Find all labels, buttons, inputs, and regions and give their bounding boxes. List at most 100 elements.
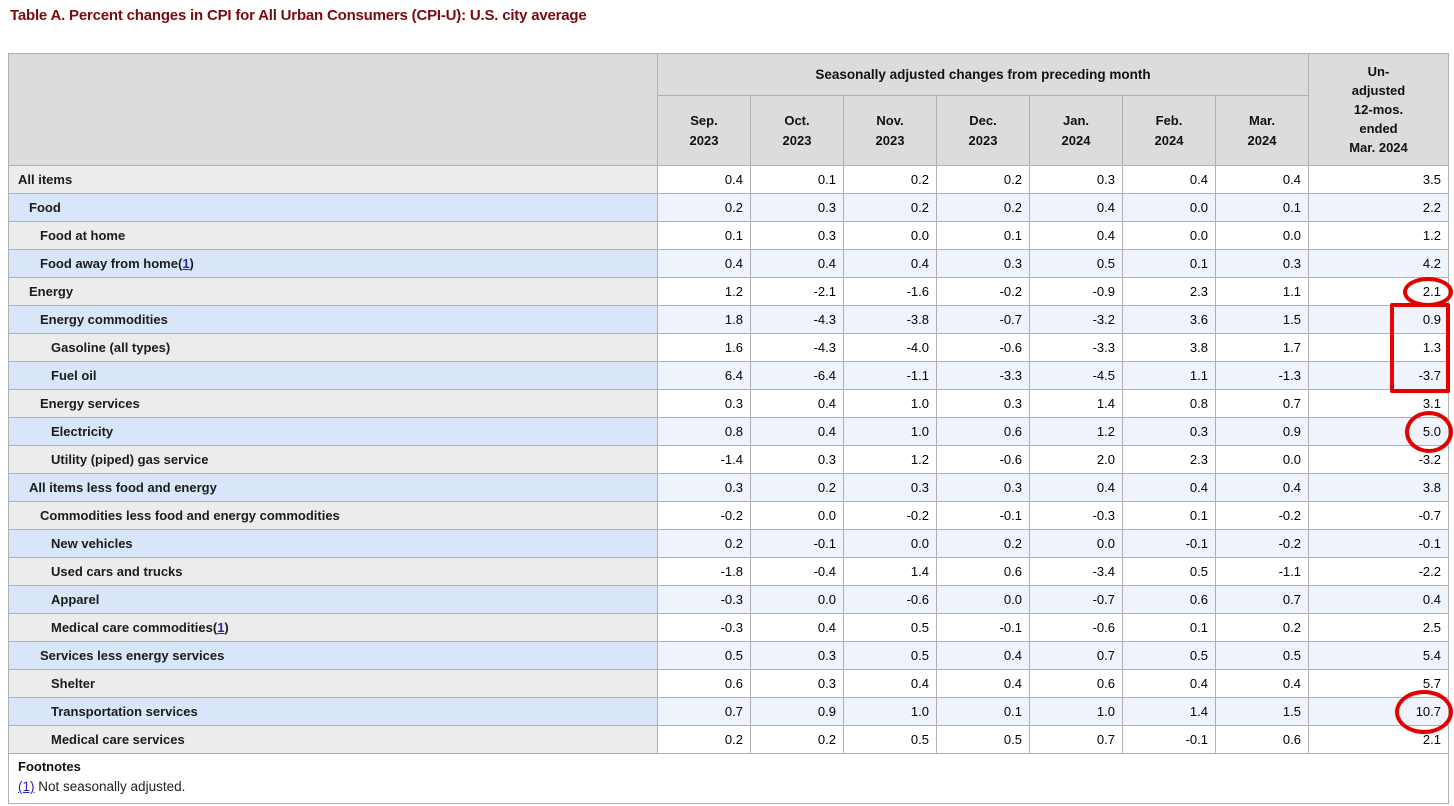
value-cell-12mos: 5.0 (1308, 417, 1449, 446)
value-cell: -1.1 (1215, 557, 1309, 586)
value-cell: 0.3 (936, 249, 1030, 278)
row-label-cell: Food at home (8, 221, 658, 250)
footnote-ref-link[interactable]: 1 (217, 620, 225, 635)
value-cell: -3.4 (1029, 557, 1123, 586)
value-cell-12mos: 4.2 (1308, 249, 1449, 278)
value-cell: 0.0 (1215, 445, 1309, 474)
value-cell: 0.1 (1215, 193, 1309, 222)
row-label: Commodities less food and energy commodi… (40, 508, 340, 523)
row-label: Fuel oil (51, 368, 97, 383)
value-cell: 3.8 (1122, 333, 1216, 362)
value-cell: 0.0 (843, 221, 937, 250)
value-cell: 0.7 (1029, 641, 1123, 670)
row-label: Services less energy services (40, 648, 225, 663)
value-cell: 0.4 (843, 249, 937, 278)
value-cell: 0.1 (657, 221, 751, 250)
value-cell: 0.2 (750, 725, 844, 754)
value-cell: 1.1 (1122, 361, 1216, 390)
value-cell: -0.2 (657, 501, 751, 530)
footnotes-heading: Footnotes (18, 759, 81, 774)
value-cell: -3.8 (843, 305, 937, 334)
value-cell: -0.6 (843, 585, 937, 614)
table-row: Commodities less food and energy commodi… (8, 501, 1449, 530)
value-cell: -0.7 (936, 305, 1030, 334)
value-cell: 0.0 (1029, 529, 1123, 558)
value-cell: 0.4 (750, 613, 844, 642)
table-row: Energy services 0.3 0.4 1.0 0.3 1.4 0.8 0.7 3.1 (8, 389, 1449, 418)
value-cell: 0.0 (750, 585, 844, 614)
value-cell: 0.2 (750, 473, 844, 502)
value-cell: 0.3 (750, 221, 844, 250)
value-cell: -1.3 (1215, 361, 1309, 390)
row-label: Food away from home (40, 256, 178, 271)
value-cell: 0.2 (657, 193, 751, 222)
value-cell-12mos: 1.2 (1308, 221, 1449, 250)
value-cell: 0.7 (657, 697, 751, 726)
value-cell-12mos: 3.1 (1308, 389, 1449, 418)
table-row: Apparel -0.3 0.0 -0.6 0.0 -0.7 0.6 0.7 0.4 (8, 585, 1449, 614)
footnote-marker-link[interactable]: (1) (18, 779, 35, 794)
row-label-cell: Food (8, 193, 658, 222)
table-row: Services less energy services 0.5 0.3 0.5 0.… (8, 641, 1449, 670)
value-cell: 0.3 (936, 473, 1030, 502)
table-row: Used cars and trucks -1.8 -0.4 1.4 0.6 -3.4 0.… (8, 557, 1449, 586)
value-cell: 1.2 (657, 277, 751, 306)
row-label: Transportation services (51, 704, 198, 719)
value-cell: 0.5 (1122, 557, 1216, 586)
row-label: Shelter (51, 676, 96, 691)
table-row: New vehicles 0.2 -0.1 0.0 0.2 0.0 -0.1 -0.2 -0.1 (8, 529, 1449, 558)
row-label: Food (29, 200, 61, 215)
month-header-line: Nov. (876, 112, 904, 128)
month-header-line: Jan. (1062, 112, 1089, 128)
row-label-cell: Gasoline (all types) (8, 333, 658, 362)
value-cell: 0.4 (1215, 165, 1309, 194)
value-cell: 1.5 (1215, 305, 1309, 334)
header-group-label: Seasonally adjusted changes from precedi… (657, 53, 1309, 96)
row-label-cell: All items (8, 165, 658, 194)
table-row: Medical care commodities(1) -0.3 0.4 0.5 -0.… (8, 613, 1449, 642)
value-cell: 0.2 (843, 165, 937, 194)
value-cell: 0.2 (936, 193, 1030, 222)
header-unadjusted-line: adjusted (1351, 83, 1406, 98)
page-title: Table A. Percent changes in CPI for All … (10, 7, 587, 24)
row-label: Utility (piped) gas service (51, 452, 209, 467)
value-cell: 0.5 (657, 641, 751, 670)
value-cell: -4.3 (750, 333, 844, 362)
value-cell: 0.4 (1029, 193, 1123, 222)
value-cell: 0.8 (657, 417, 751, 446)
value-cell-12mos: 0.9 (1308, 305, 1449, 334)
value-cell: -0.1 (936, 501, 1030, 530)
footnotes-list: (1) Not seasonally adjusted. (18, 779, 1448, 794)
row-label: Electricity (51, 424, 114, 439)
row-label-cell: Shelter (8, 669, 658, 698)
value-cell: 0.6 (936, 417, 1030, 446)
value-cell-12mos: 5.7 (1308, 669, 1449, 698)
row-label-cell: Medical care commodities(1) (8, 613, 658, 642)
row-label: All items (18, 172, 73, 187)
header-unadjusted-line: Un- (1367, 64, 1390, 79)
value-cell: 0.6 (1122, 585, 1216, 614)
value-cell-12mos: 0.4 (1308, 585, 1449, 614)
value-cell: 3.6 (1122, 305, 1216, 334)
month-header-line: 2023 (968, 132, 998, 148)
value-cell: 0.3 (750, 641, 844, 670)
value-cell: -0.6 (936, 445, 1030, 474)
row-label-cell: Energy commodities (8, 305, 658, 334)
value-cell: 2.3 (1122, 445, 1216, 474)
row-label-cell: Energy services (8, 389, 658, 418)
value-cell: -0.6 (1029, 613, 1123, 642)
row-label-cell: Transportation services (8, 697, 658, 726)
value-cell: 0.2 (1215, 613, 1309, 642)
footnote-ref-link[interactable]: 1 (182, 256, 190, 271)
cpi-table: Seasonally adjusted changes from precedi… (8, 53, 1449, 804)
row-label: Energy services (40, 396, 140, 411)
value-cell: -3.3 (936, 361, 1030, 390)
row-label-cell: All items less food and energy (8, 473, 658, 502)
value-cell: 1.8 (657, 305, 751, 334)
header-unadjusted-label: Un-adjusted 12-mos. ended Mar. 2024 (1308, 53, 1449, 166)
value-cell: -6.4 (750, 361, 844, 390)
value-cell: 1.0 (843, 417, 937, 446)
table-row: Food 0.2 0.3 0.2 0.2 0.4 0.0 0.1 2.2 (8, 193, 1449, 222)
value-cell: 0.9 (750, 697, 844, 726)
value-cell: 0.0 (1122, 221, 1216, 250)
